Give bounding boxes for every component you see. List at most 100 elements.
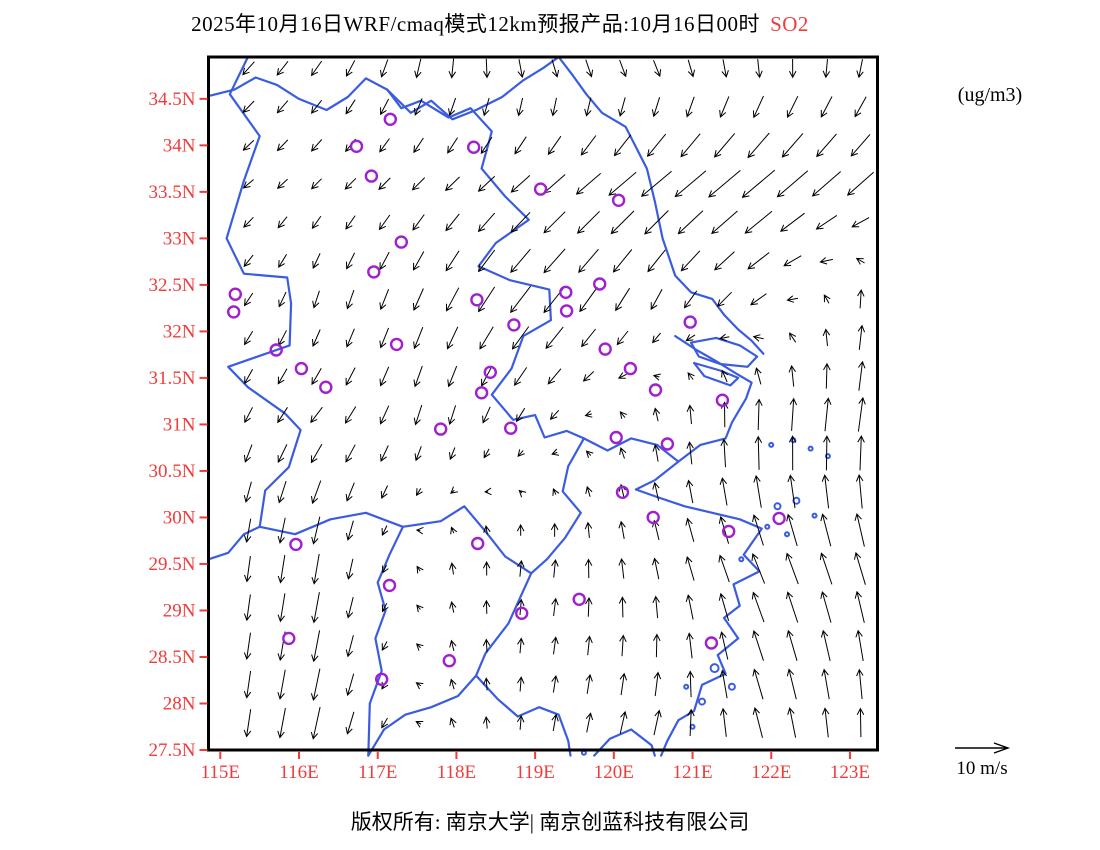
station-marker [282, 631, 296, 646]
wind-arrow [517, 449, 525, 458]
wind-arrow [444, 176, 460, 192]
wind-arrow [582, 371, 595, 382]
wind-arrow [786, 295, 799, 303]
wind-arrow [751, 553, 766, 584]
boundary-jiangxi-border [367, 525, 404, 757]
island [683, 683, 690, 690]
boundary-coast-south [634, 335, 763, 757]
island [727, 682, 736, 691]
wind-arrow [579, 286, 598, 313]
wind-arrow [379, 138, 390, 153]
wind-arrow [448, 58, 457, 79]
boundary-jiangsu-anhui-border [386, 88, 586, 440]
wind-arrow [585, 450, 594, 458]
wind-arrow [816, 133, 837, 158]
wind-arrow [545, 326, 564, 350]
wind-arrow [511, 326, 530, 350]
wind-arrow [310, 706, 321, 740]
wind-arrow [653, 633, 661, 658]
wind-arrow [855, 473, 864, 509]
wind-arrow [720, 438, 728, 468]
wind-arrow [312, 253, 321, 269]
station-marker [611, 193, 626, 208]
wind-arrow [277, 593, 286, 623]
wind-arrow [711, 210, 738, 235]
wind-arrow [610, 210, 635, 235]
station-marker [226, 305, 241, 319]
wind-arrow [243, 481, 252, 503]
wind-arrow [344, 177, 357, 190]
wind-arrow [754, 367, 762, 385]
wind-arrow [543, 211, 566, 234]
lat-tick-label: 32N [163, 321, 196, 342]
wind-arrow [543, 248, 566, 274]
wind-arrow [576, 210, 600, 234]
station-marker [772, 511, 786, 526]
wind-arrow [786, 668, 797, 700]
wind-arrow [379, 251, 390, 271]
wind-arrow [415, 643, 424, 651]
station-marker [471, 536, 485, 551]
wind-arrow [547, 135, 562, 156]
wind-arrow [789, 332, 797, 343]
lon-tick-label: 122E [751, 762, 791, 783]
wind-arrow [379, 405, 390, 425]
wind-arrow [278, 254, 288, 269]
wind-arrow [378, 177, 391, 191]
lon-tick-label: 116E [279, 762, 318, 783]
wind-arrow [345, 99, 356, 115]
wind-arrow [415, 721, 424, 728]
wind-arrow [612, 249, 633, 273]
wind-arrow [677, 210, 704, 235]
wind-arrow [516, 407, 526, 423]
wind-arrow [653, 60, 662, 78]
boundary-zhejiang-west-border [545, 437, 586, 561]
lon-tick-label: 121E [672, 762, 712, 783]
lat-tick-label: 33.5N [149, 182, 196, 203]
wind-arrow [345, 596, 354, 619]
wind-arrow [584, 521, 593, 538]
wind-arrow [551, 59, 560, 78]
wind-arrow [510, 175, 531, 193]
station-marker [383, 112, 397, 127]
boundary-zhejiang-anhui-border-south [475, 572, 533, 677]
wind-arrow [277, 554, 286, 584]
wind-arrow [380, 98, 390, 116]
wind-arrow [750, 293, 767, 306]
lat-tick-label: 31N [163, 414, 196, 435]
wind-arrow [685, 594, 694, 620]
lat-tick-label: 29N [163, 600, 196, 621]
wind-arrow [445, 250, 460, 272]
wind-arrow [719, 669, 728, 699]
wind-arrow [616, 330, 629, 346]
station-marker [593, 277, 607, 291]
wind-arrow [618, 520, 626, 539]
station-marker [294, 361, 309, 376]
wind-arrow [412, 214, 425, 231]
title-text: 2025年10月16日WRF/cmaq模式12km预报产品:10月16日00时 [191, 12, 761, 36]
wind-arrow [379, 366, 390, 387]
wind-arrow [311, 516, 321, 545]
wind-arrow [617, 372, 627, 379]
wind-arrow [585, 635, 593, 656]
lat-tick-label: 31.5N [149, 368, 196, 389]
wind-arrow [243, 709, 252, 738]
wind-arrow [687, 59, 695, 78]
wind-arrow [381, 525, 389, 536]
wind-arrow [854, 96, 867, 118]
wind-arrow [854, 590, 865, 623]
wind-arrow [856, 59, 864, 79]
wind-arrow [846, 171, 874, 196]
wind-arrow [449, 447, 457, 461]
wind-arrow [652, 557, 660, 580]
wind-arrow [585, 596, 593, 617]
wind-arrow [449, 717, 457, 728]
wind-arrow [811, 171, 842, 197]
map-frame [207, 55, 879, 752]
wind-arrow [652, 519, 660, 541]
station-marker [474, 386, 489, 400]
station-marker [609, 430, 623, 445]
wind-arrow [652, 595, 660, 619]
boundary-henan-hubei-border [225, 55, 302, 528]
wind-arrow [514, 136, 527, 155]
